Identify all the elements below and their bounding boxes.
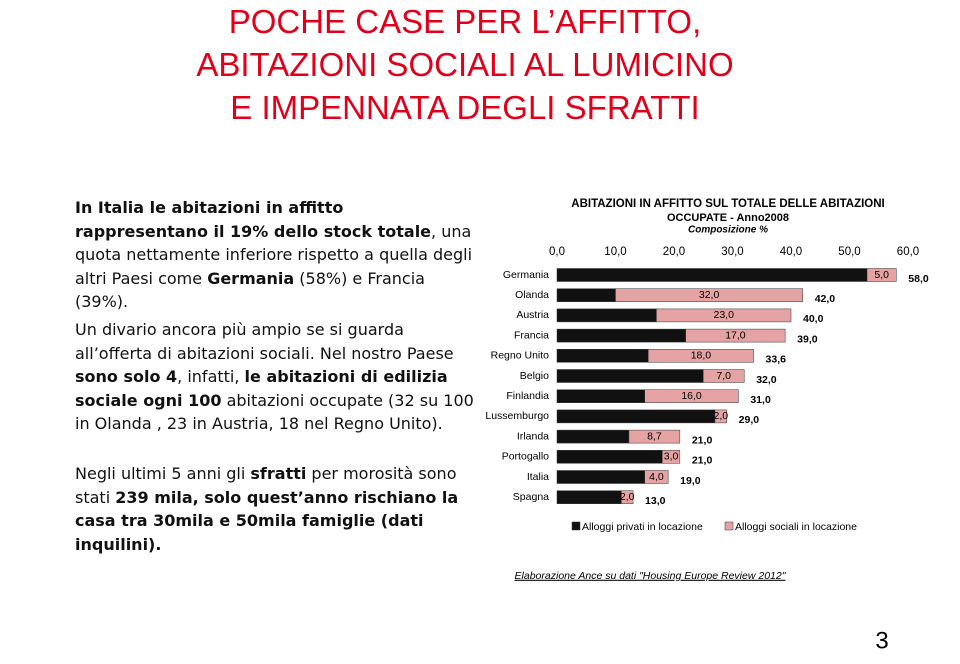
text-run: Un divario ancora più ampio se si guarda…	[75, 320, 454, 363]
text-run: , infatti,	[177, 367, 245, 386]
bar-segment	[714, 409, 727, 424]
page-number: 3	[875, 627, 888, 654]
chart-subtitle: Composizione %	[688, 225, 768, 236]
total-label: 21,0	[692, 434, 713, 446]
text-run: sono solo 4	[75, 367, 178, 386]
value-label: 16,0	[681, 390, 702, 402]
total-label: 21,0	[692, 455, 713, 467]
bar-segment	[556, 470, 645, 484]
bar-segment	[644, 470, 669, 484]
x-tick-label: 40,0	[780, 246, 802, 258]
paragraph: In Italia le abitazioni in affitto rappr…	[75, 196, 475, 314]
x-tick-label: 20,0	[663, 246, 685, 258]
total-label: 39,0	[797, 333, 818, 345]
total-label: 29,0	[739, 414, 760, 426]
bar-segment	[703, 369, 745, 383]
paragraph: Negli ultimi 5 anni gli sfratti per moro…	[75, 462, 475, 556]
bar-segment	[556, 490, 622, 504]
paragraph: Un divario ancora più ampio se si guarda…	[75, 318, 475, 436]
value-label: 7,0	[716, 370, 731, 382]
bar-segment	[556, 349, 649, 363]
chart-title: ABITAZIONI IN AFFITTO SUL TOTALE DELLE A…	[571, 198, 884, 210]
bar-segment	[556, 308, 657, 323]
text-run: (58%) e Francia (39%).	[75, 268, 425, 312]
bar-segment	[685, 328, 786, 343]
bar-segment	[866, 268, 897, 282]
y-tick-label: Regno Unito	[491, 350, 550, 362]
value-label: 32,0	[699, 289, 720, 301]
chart-subtitle: OCCUPATE - Anno2008	[667, 212, 789, 224]
legend-label: Alloggi privati in locazione	[582, 521, 703, 533]
bar-segment	[615, 288, 803, 302]
y-tick-label: Austria	[516, 309, 549, 321]
text-run: sfratti	[250, 464, 307, 483]
value-label: 2,0	[620, 491, 635, 503]
bar-segment	[556, 389, 645, 403]
text-run: Germania	[207, 268, 295, 288]
text-run: abitazioni occupate (32 su 100 in Olanda…	[75, 390, 474, 434]
total-label: 32,0	[756, 374, 777, 386]
text-run: le abitazioni di edilizia sociale ogni 1…	[75, 367, 448, 410]
y-tick-label: Irlanda	[517, 430, 549, 442]
bar-segment	[556, 328, 686, 343]
value-label: 5,0	[874, 269, 889, 281]
y-tick-label: Lussemburgo	[485, 410, 549, 422]
total-label: 40,0	[803, 313, 824, 325]
bar-segment	[556, 268, 868, 282]
x-tick-label: 10,0	[604, 246, 626, 258]
y-tick-label: Olanda	[515, 289, 549, 301]
total-label: 31,0	[750, 394, 771, 406]
slide-title: POCHE CASE PER L’AFFITTO, ABITAZIONI SOC…	[0, 0, 930, 129]
bar-segment	[556, 288, 616, 302]
title-line: E IMPENNATA DEGLI SFRATTI	[230, 89, 700, 126]
bar-segment	[556, 409, 716, 424]
bar-segment	[621, 490, 634, 504]
y-tick-label: Spagna	[513, 491, 549, 503]
x-tick-label: 30,0	[721, 246, 743, 258]
bar-segment	[656, 308, 792, 323]
bar-segment	[648, 349, 754, 363]
value-label: 2,0	[713, 410, 728, 422]
bar-segment	[628, 429, 681, 444]
title-line: ABITAZIONI SOCIALI AL LUMICINO	[196, 46, 734, 83]
legend-swatch	[724, 521, 734, 531]
value-label: 23,0	[714, 309, 735, 321]
total-label: 19,0	[680, 475, 701, 487]
source: Elaborazione Ance su dati "Housing Europ…	[515, 570, 787, 582]
y-tick-label: Belgio	[520, 370, 549, 382]
y-tick-label: Germania	[503, 269, 549, 281]
bar-segment	[556, 429, 630, 444]
y-tick-label: Portogallo	[502, 451, 549, 463]
text-run: In Italia le abitazioni in affitto rappr…	[75, 198, 432, 241]
value-label: 17,0	[725, 329, 746, 341]
text-run: per morosità sono stati	[75, 464, 457, 507]
y-tick-label: Italia	[527, 471, 549, 483]
value-label: 8,7	[647, 430, 662, 442]
value-label: 3,0	[664, 451, 679, 463]
value-label: 18,0	[691, 350, 712, 362]
value-label: 4,0	[649, 471, 664, 483]
title-line: POCHE CASE PER L’AFFITTO,	[228, 3, 702, 40]
legend-label: Alloggi sociali in locazione	[735, 521, 857, 533]
y-tick-label: Francia	[514, 329, 549, 341]
text-run: , una quota nettamente inferiore rispett…	[75, 221, 473, 288]
legend-swatch	[571, 521, 581, 531]
total-label: 58,0	[908, 273, 929, 285]
bar-segment	[662, 450, 681, 464]
text-run: Negli ultimi 5 anni gli	[75, 464, 251, 483]
x-tick-label: 50,0	[838, 246, 860, 258]
total-label: 42,0	[815, 293, 836, 305]
bar-segment	[556, 369, 704, 383]
total-label: 13,0	[645, 495, 666, 507]
total-label: 33,6	[766, 354, 787, 366]
x-tick-label: 60,0	[897, 246, 919, 258]
x-tick-label: 0,0	[549, 246, 565, 258]
bar-segment	[556, 450, 663, 464]
y-tick-label: Finlandia	[506, 390, 549, 402]
text-run: 239 mila, solo quest’anno rischiano la c…	[75, 487, 459, 554]
bar-segment	[644, 389, 739, 403]
